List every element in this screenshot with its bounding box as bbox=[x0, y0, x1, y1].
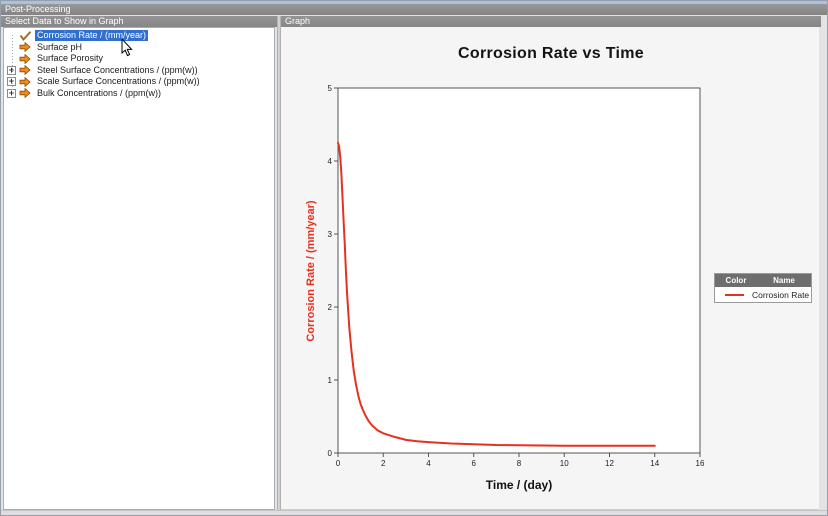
chart-legend: Color Name Corrosion Rate bbox=[714, 273, 812, 303]
tree-item-scale-surface-concentrations[interactable]: + Scale Surface Concentrations / (ppm(w)… bbox=[4, 76, 274, 88]
svg-text:12: 12 bbox=[605, 459, 614, 468]
window-bottom-edge bbox=[1, 510, 827, 515]
tree-item-label[interactable]: Bulk Concentrations / (ppm(w)) bbox=[37, 87, 162, 98]
tree-item-surface-porosity[interactable]: Surface Porosity bbox=[4, 53, 274, 65]
left-panel-header-label: Select Data to Show in Graph bbox=[5, 16, 124, 26]
chart-title: Corrosion Rate vs Time bbox=[458, 45, 644, 62]
arrow-icon bbox=[19, 64, 32, 76]
svg-text:0: 0 bbox=[328, 449, 333, 458]
check-icon bbox=[19, 30, 32, 41]
panel-splitter[interactable] bbox=[277, 16, 281, 510]
expand-toggle[interactable]: + bbox=[7, 77, 16, 87]
arrow-icon bbox=[19, 87, 32, 99]
data-tree: Corrosion Rate / (mm/year) Surface pH Su… bbox=[4, 28, 274, 99]
tree-item-label[interactable]: Corrosion Rate / (mm/year) bbox=[35, 30, 149, 42]
svg-text:14: 14 bbox=[650, 459, 659, 468]
window-title-bar: Post-Processing bbox=[1, 4, 827, 15]
tree-item-steel-surface-concentrations[interactable]: + Steel Surface Concentrations / (ppm(w)… bbox=[4, 65, 274, 77]
arrow-icon bbox=[19, 53, 32, 65]
tree-item-surface-ph[interactable]: Surface pH bbox=[4, 42, 274, 54]
svg-text:2: 2 bbox=[381, 459, 386, 468]
legend-column-name: Name bbox=[773, 276, 795, 285]
arrow-icon bbox=[19, 76, 32, 88]
graph-panel-header: Graph bbox=[281, 16, 821, 27]
svg-text:10: 10 bbox=[560, 459, 569, 468]
svg-text:1: 1 bbox=[328, 376, 333, 385]
tree-item-bulk-concentrations[interactable]: + Bulk Concentrations / (ppm(w)) bbox=[4, 88, 274, 100]
svg-text:16: 16 bbox=[696, 459, 705, 468]
tree-item-label[interactable]: Scale Surface Concentrations / (ppm(w)) bbox=[37, 76, 200, 87]
graph-panel-header-label: Graph bbox=[285, 16, 311, 26]
x-axis-label: Time / (day) bbox=[485, 478, 553, 492]
mouse-cursor bbox=[121, 37, 133, 62]
svg-text:5: 5 bbox=[328, 84, 333, 93]
tree-item-corrosion-rate[interactable]: Corrosion Rate / (mm/year) bbox=[4, 30, 274, 42]
y-axis-label: Corrosion Rate / (mm/year) bbox=[305, 200, 317, 342]
svg-text:4: 4 bbox=[328, 157, 333, 166]
tree-item-label[interactable]: Surface Porosity bbox=[37, 53, 104, 64]
svg-text:6: 6 bbox=[472, 459, 477, 468]
svg-text:0: 0 bbox=[336, 459, 341, 468]
svg-text:2: 2 bbox=[328, 303, 333, 312]
window-top-edge bbox=[1, 1, 827, 4]
svg-text:3: 3 bbox=[328, 230, 333, 239]
svg-text:8: 8 bbox=[517, 459, 522, 468]
legend-entry: Corrosion Rate bbox=[715, 287, 811, 302]
expand-toggle[interactable]: + bbox=[7, 65, 16, 75]
left-panel-header: Select Data to Show in Graph bbox=[1, 16, 277, 27]
legend-entry-name: Corrosion Rate bbox=[752, 289, 810, 300]
window-title: Post-Processing bbox=[5, 4, 71, 14]
data-selection-panel: Corrosion Rate / (mm/year) Surface pH Su… bbox=[3, 27, 275, 510]
arrow-icon bbox=[19, 41, 32, 53]
svg-text:4: 4 bbox=[426, 459, 431, 468]
tree-item-label[interactable]: Steel Surface Concentrations / (ppm(w)) bbox=[37, 64, 198, 75]
legend-column-color: Color bbox=[725, 276, 747, 285]
tree-item-label[interactable]: Surface pH bbox=[37, 41, 83, 52]
tree-connector-line bbox=[12, 35, 13, 93]
legend-color-swatch bbox=[725, 293, 744, 296]
expand-toggle[interactable]: + bbox=[7, 88, 16, 98]
legend-header: Color Name bbox=[715, 274, 811, 287]
